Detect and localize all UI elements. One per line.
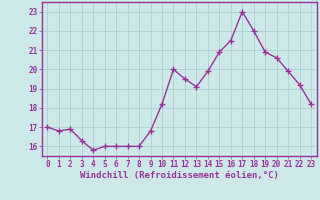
X-axis label: Windchill (Refroidissement éolien,°C): Windchill (Refroidissement éolien,°C) bbox=[80, 171, 279, 180]
